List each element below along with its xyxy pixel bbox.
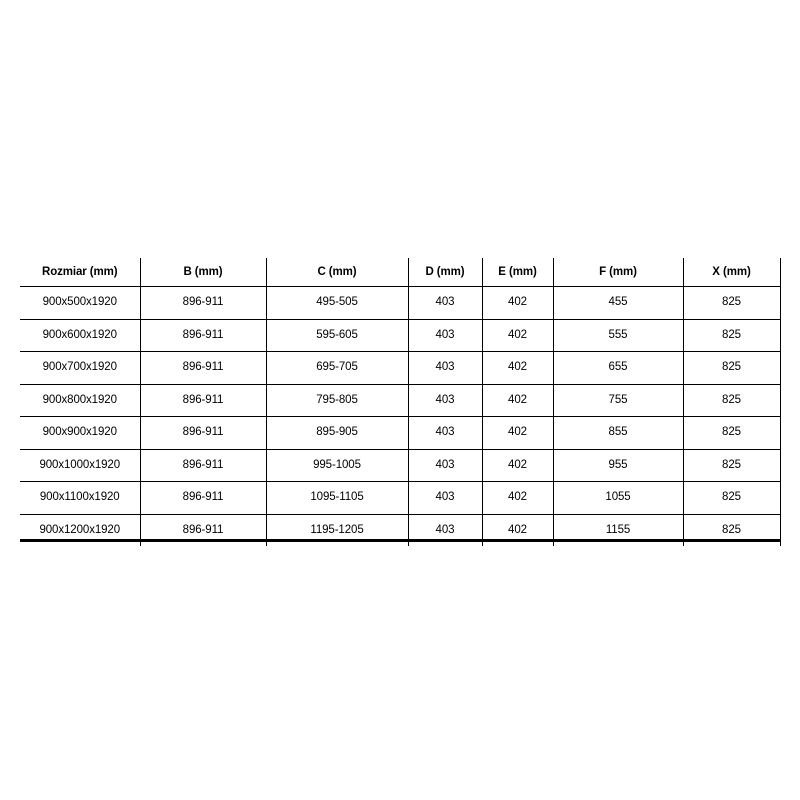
cell-r3-c2: 795-805 — [266, 384, 409, 417]
cell-r2-c0: 900x700x1920 — [20, 351, 141, 385]
cell-r0-c6: 825 — [683, 286, 781, 320]
cell-r1-c0: 900x600x1920 — [20, 319, 141, 352]
column-header-3: D (mm) — [408, 258, 483, 287]
cell-r6-c1: 896-911 — [140, 481, 267, 515]
table-row: 900x700x1920 896-911 695-705 403 402 655 825 — [20, 351, 781, 385]
table-row: 900x500x1920 896-911 495-505 403 402 455 825 — [20, 286, 781, 320]
cell-r0-c3: 403 — [408, 286, 483, 320]
dimension-table: Rozmiar (mm) B (mm) C (mm) D (mm) E (mm) F (m… — [20, 258, 781, 546]
cell-r6-c5: 1055 — [553, 481, 684, 515]
table-row: 900x800x1920 896-911 795-805 403 402 755 825 — [20, 384, 781, 417]
cell-r0-c0: 900x500x1920 — [20, 286, 141, 320]
cell-r6-c4: 402 — [482, 481, 554, 515]
cell-r1-c5: 555 — [553, 319, 684, 352]
column-header-2: C (mm) — [266, 258, 409, 287]
cell-r4-c3: 403 — [408, 416, 483, 450]
cell-r5-c6: 825 — [683, 449, 781, 482]
cell-r5-c3: 403 — [408, 449, 483, 482]
cell-r2-c1: 896-911 — [140, 351, 267, 385]
column-header-6: X (mm) — [683, 258, 781, 287]
table-row: 900x1100x1920 896-911 1095-1105 403 402 1055 8… — [20, 481, 781, 515]
cell-r0-c1: 896-911 — [140, 286, 267, 320]
column-header-1: B (mm) — [140, 258, 267, 287]
cell-r5-c5: 955 — [553, 449, 684, 482]
cell-r2-c6: 825 — [683, 351, 781, 385]
cell-r3-c5: 755 — [553, 384, 684, 417]
cell-r1-c3: 403 — [408, 319, 483, 352]
cell-r6-c2: 1095-1105 — [266, 481, 409, 515]
column-header-5: F (mm) — [553, 258, 684, 287]
cell-r0-c5: 455 — [553, 286, 684, 320]
cell-r6-c0: 900x1100x1920 — [20, 481, 141, 515]
cell-r1-c6: 825 — [683, 319, 781, 352]
cell-r4-c5: 855 — [553, 416, 684, 450]
dimension-table-container: Rozmiar (mm) B (mm) C (mm) D (mm) E (mm) F (m… — [20, 258, 781, 546]
cell-r4-c1: 896-911 — [140, 416, 267, 450]
cell-r2-c4: 402 — [482, 351, 554, 385]
cell-r3-c1: 896-911 — [140, 384, 267, 417]
cell-r1-c1: 896-911 — [140, 319, 267, 352]
cell-r5-c4: 402 — [482, 449, 554, 482]
cell-r2-c2: 695-705 — [266, 351, 409, 385]
cell-r5-c1: 896-911 — [140, 449, 267, 482]
table-row: 900x600x1920 896-911 595-605 403 402 555 825 — [20, 319, 781, 352]
table-body: 900x500x1920 896-911 495-505 403 402 455 825 90… — [20, 286, 781, 546]
cell-r3-c6: 825 — [683, 384, 781, 417]
table-header: Rozmiar (mm) B (mm) C (mm) D (mm) E (mm) F (m… — [20, 258, 781, 287]
cell-r2-c5: 655 — [553, 351, 684, 385]
cell-r4-c6: 825 — [683, 416, 781, 450]
column-header-0: Rozmiar (mm) — [20, 258, 141, 287]
cell-r0-c2: 495-505 — [266, 286, 409, 320]
cell-r3-c0: 900x800x1920 — [20, 384, 141, 417]
cell-r4-c0: 900x900x1920 — [20, 416, 141, 450]
cell-r6-c3: 403 — [408, 481, 483, 515]
column-header-4: E (mm) — [482, 258, 554, 287]
cell-r3-c4: 402 — [482, 384, 554, 417]
table-bottom-rule — [20, 539, 780, 542]
cell-r1-c4: 402 — [482, 319, 554, 352]
cell-r1-c2: 595-605 — [266, 319, 409, 352]
cell-r5-c2: 995-1005 — [266, 449, 409, 482]
cell-r4-c2: 895-905 — [266, 416, 409, 450]
table-row: 900x1000x1920 896-911 995-1005 403 402 955 825 — [20, 449, 781, 482]
cell-r4-c4: 402 — [482, 416, 554, 450]
cell-r6-c6: 825 — [683, 481, 781, 515]
cell-r3-c3: 403 — [408, 384, 483, 417]
cell-r2-c3: 403 — [408, 351, 483, 385]
table-header-row: Rozmiar (mm) B (mm) C (mm) D (mm) E (mm) F (m… — [20, 258, 781, 287]
table-row: 900x900x1920 896-911 895-905 403 402 855 825 — [20, 416, 781, 450]
cell-r0-c4: 402 — [482, 286, 554, 320]
cell-r5-c0: 900x1000x1920 — [20, 449, 141, 482]
